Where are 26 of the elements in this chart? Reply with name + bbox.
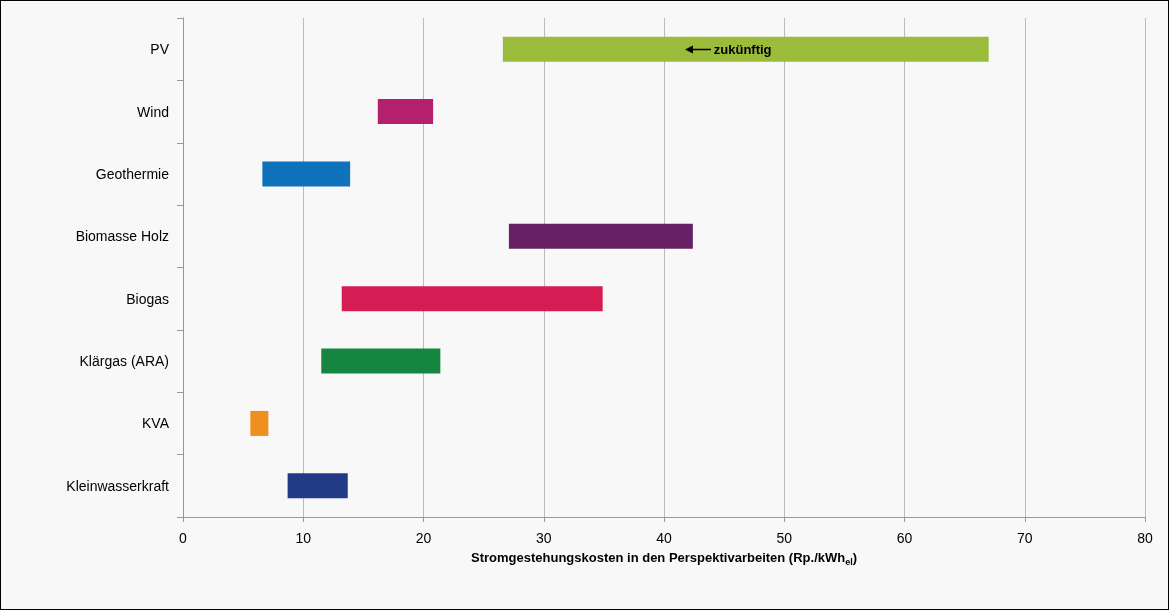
x-tick-label: 70 xyxy=(1016,530,1033,546)
x-tick-label: 50 xyxy=(776,530,793,546)
bar xyxy=(250,410,269,436)
x-tick-label: 30 xyxy=(535,530,552,546)
x-tick-label: 40 xyxy=(656,530,672,546)
bar xyxy=(508,223,693,249)
y-tick-label: PV xyxy=(150,41,170,58)
x-tick-label: 0 xyxy=(179,530,188,546)
x-tick-label: 20 xyxy=(415,530,432,546)
x-tick-label: 80 xyxy=(1137,530,1153,546)
x-tick-label: 10 xyxy=(295,530,312,546)
x-tick-label: 60 xyxy=(896,530,913,546)
annotation: zukünftig xyxy=(713,41,772,57)
bar xyxy=(262,161,351,187)
y-tick-label: Wind xyxy=(137,103,169,120)
y-tick-label: Biogas xyxy=(126,290,169,307)
bar xyxy=(341,286,603,312)
bar xyxy=(321,348,441,374)
y-tick-label: Kleinwasserkraft xyxy=(66,477,170,494)
bar xyxy=(502,36,989,62)
y-tick-label: Biomasse Holz xyxy=(75,228,169,245)
y-tick-label: Klärgas (ARA) xyxy=(79,353,169,370)
bar xyxy=(287,473,348,499)
y-tick-label: KVA xyxy=(142,415,170,432)
bar xyxy=(377,99,434,125)
y-tick-label: Geothermie xyxy=(95,165,170,182)
